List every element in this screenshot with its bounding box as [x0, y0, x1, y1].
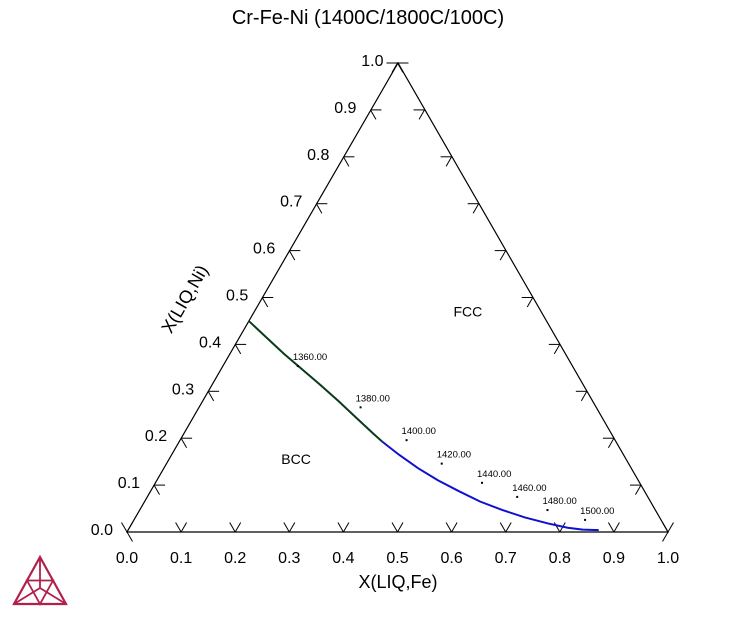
x-tick-mark	[613, 522, 620, 533]
x-tick-label: 0.7	[495, 550, 517, 567]
phase-boundary-line	[248, 320, 383, 443]
isotherm-label: 1360.00	[293, 352, 327, 363]
region-label: FCC	[453, 303, 482, 319]
region-label: BCC	[281, 451, 311, 467]
x-tick-mark	[445, 522, 453, 533]
y-axis-label: X(LIQ,Ni)	[157, 262, 212, 337]
y-tick-mark	[370, 109, 377, 120]
x-tick-mark	[667, 522, 674, 533]
y-tick-label: 1.0	[361, 53, 383, 70]
right-tick-mark	[580, 391, 588, 402]
right-tick-mark	[418, 109, 425, 120]
right-tick-mark	[635, 484, 642, 495]
isotherm-label: 1420.00	[437, 450, 471, 461]
y-tick-label: 0.8	[307, 147, 329, 164]
x-tick-mark	[175, 522, 182, 533]
right-tick-mark	[662, 531, 669, 542]
x-tick-label: 0.1	[170, 550, 192, 567]
chart-title: Cr-Fe-Ni (1400C/1800C/100C)	[232, 7, 504, 29]
isotherm-label: 1380.00	[356, 393, 390, 404]
x-tick-label: 0.5	[386, 550, 408, 567]
isotherm-marker	[481, 481, 484, 484]
isotherm-marker	[440, 462, 443, 465]
y-tick-mark	[342, 156, 350, 167]
y-tick-mark	[153, 484, 160, 495]
x-tick-mark	[607, 522, 615, 533]
right-tick-mark	[391, 62, 398, 73]
isotherm-label: 1460.00	[512, 483, 546, 494]
y-tick-mark	[207, 391, 215, 402]
x-tick-mark	[499, 522, 507, 533]
x-tick-label: 1.0	[657, 550, 679, 567]
y-tick-label: 0.6	[253, 241, 275, 258]
isotherm-label: 1480.00	[542, 496, 576, 507]
isotherm-label: 1400.00	[402, 426, 436, 437]
isotherm-marker	[546, 509, 549, 512]
x-tick-mark	[451, 522, 458, 533]
y-tick-mark	[315, 203, 323, 214]
x-tick-mark	[391, 522, 398, 533]
x-axis-label: X(LIQ,Fe)	[358, 572, 437, 592]
isotherm-labels: 1360.00 1380.00 1400.00 1420.00 1440.001460.…	[293, 352, 614, 521]
x-tick-label: 0.8	[549, 550, 571, 567]
x-tick-mark	[662, 522, 669, 533]
x-tick-label: 0.6	[440, 550, 462, 567]
x-tick-label: 0.0	[116, 550, 138, 567]
right-tick-mark	[607, 437, 615, 448]
x-tick-label: 0.4	[332, 550, 354, 567]
isotherm-marker	[296, 365, 299, 368]
x-tick-mark	[126, 522, 133, 533]
right-tick-mark	[526, 297, 534, 308]
x-tick-mark	[229, 522, 236, 533]
x-tick-mark	[121, 522, 128, 533]
y-tick-label: 0.1	[118, 475, 140, 492]
right-tick-mark	[445, 156, 453, 167]
y-tick-mark	[288, 250, 296, 261]
isotherm-marker	[405, 439, 408, 442]
y-tick-label: 0.0	[91, 522, 113, 539]
y-tick-label: 0.9	[334, 100, 356, 117]
x-tick-mark	[505, 522, 512, 533]
phase-boundary-line	[381, 440, 599, 532]
x-tick-label: 0.9	[603, 550, 625, 567]
y-tick-mark	[261, 297, 269, 308]
x-tick-mark	[397, 522, 404, 533]
right-tick-mark	[499, 250, 507, 261]
isotherm-marker	[359, 406, 362, 409]
right-tick-mark	[553, 344, 561, 355]
logo-spoke	[13, 587, 41, 605]
triangle-outline	[125, 61, 670, 533]
y-tick-label: 0.7	[280, 194, 302, 211]
logo-spoke	[39, 587, 67, 605]
isotherm-label: 1440.00	[477, 469, 511, 480]
isotherm-marker	[584, 518, 587, 521]
x-tick-mark	[234, 522, 242, 533]
phase-boundaries	[248, 320, 599, 532]
y-tick-label: 0.3	[172, 381, 194, 398]
axis-ticks: 0.00.0 0.1 0.1 0.2 0.2 0.3 0.3 0.4 0.4 0.5 0.5 0.6 0…	[91, 53, 679, 567]
isotherm-marker	[516, 495, 519, 498]
thermo-calc-logo-icon	[12, 554, 68, 606]
x-tick-mark	[337, 522, 344, 533]
y-tick-mark	[234, 344, 242, 355]
y-tick-mark	[397, 62, 404, 73]
x-tick-mark	[342, 522, 350, 533]
x-tick-mark	[288, 522, 296, 533]
x-tick-label: 0.3	[278, 550, 300, 567]
x-tick-mark	[180, 522, 188, 533]
isotherm-label: 1500.00	[580, 506, 614, 517]
y-tick-label: 0.2	[145, 428, 167, 445]
y-tick-label: 0.5	[226, 288, 248, 305]
y-tick-mark	[126, 531, 133, 542]
x-tick-mark	[283, 522, 290, 533]
x-tick-label: 0.2	[224, 550, 246, 567]
triangle-frame	[125, 61, 670, 533]
y-tick-label: 0.4	[199, 334, 221, 351]
region-labels: FCC BCC	[281, 303, 482, 467]
right-tick-mark	[472, 203, 480, 214]
x-tick-mark	[553, 522, 561, 533]
y-tick-mark	[180, 437, 188, 448]
